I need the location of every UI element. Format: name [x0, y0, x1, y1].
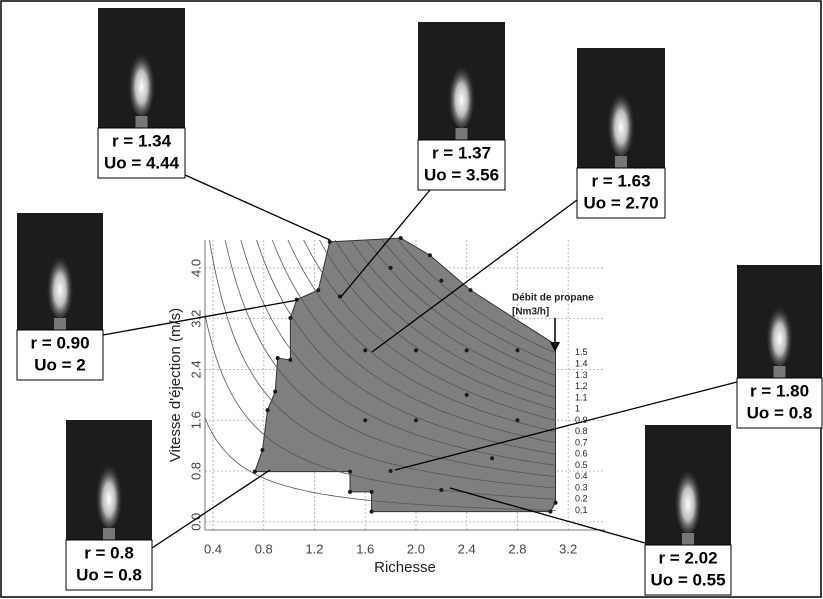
boundary-point	[399, 236, 403, 240]
flame	[448, 57, 476, 128]
boundary-point	[370, 490, 374, 494]
flow-label: 0.4	[575, 471, 588, 481]
measure-point	[515, 348, 519, 352]
measure-point	[389, 469, 393, 473]
measure-point	[490, 456, 494, 460]
measure-point	[389, 266, 393, 270]
measure-point	[363, 418, 367, 422]
y-tick-label: 4.0	[188, 259, 203, 277]
y-tick-label: 2.4	[188, 360, 203, 378]
x-tick-label: 2.8	[508, 541, 526, 556]
x-tick-label: 2.0	[407, 541, 425, 556]
flow-label: 1.2	[575, 381, 588, 391]
figure: 0.40.81.21.62.02.42.83.20.00.81.62.43.24…	[0, 0, 823, 599]
measure-point	[439, 279, 443, 283]
flow-label: 1.3	[575, 370, 588, 380]
callout-uo: Uo = 0.8	[76, 565, 142, 584]
callout-r: r = 1.63	[591, 171, 650, 190]
measure-point	[363, 348, 367, 352]
boundary-point	[348, 470, 352, 474]
flow-label: 0.1	[575, 505, 588, 515]
boundary-point	[554, 343, 558, 347]
measure-point	[414, 418, 418, 422]
callout-r: r = 1.37	[432, 143, 491, 162]
flow-label: 0.5	[575, 460, 588, 470]
flow-label: 0.6	[575, 449, 588, 459]
leader-line	[152, 470, 270, 548]
leader-line	[185, 175, 330, 240]
measure-point	[465, 348, 469, 352]
boundary-point	[266, 408, 270, 412]
callout-uo: Uo = 2.70	[583, 193, 658, 212]
callout-r: r = 2.02	[658, 548, 717, 567]
x-tick-label: 3.2	[559, 541, 577, 556]
boundary-point	[370, 510, 374, 514]
flow-label: 0.2	[575, 494, 588, 504]
callout-uo: Uo = 0.8	[747, 403, 813, 422]
measure-point	[465, 393, 469, 397]
flame	[95, 456, 123, 528]
boundary-point	[253, 470, 257, 474]
boundary-point	[469, 288, 473, 292]
callout-r: r = 0.8	[84, 543, 134, 562]
boundary-point	[288, 358, 292, 362]
flow-label: 1.4	[575, 359, 588, 369]
flow-label: 0.8	[575, 426, 588, 436]
flow-label: 1	[575, 404, 580, 414]
flame	[674, 461, 702, 533]
flow-unit: [Nm3/h]	[512, 307, 549, 318]
callout-uo: Uo = 0.55	[650, 570, 725, 589]
x-tick-label: 1.6	[356, 541, 374, 556]
burner	[54, 318, 66, 330]
x-axis-label: Richesse	[374, 559, 436, 576]
callout-uo: Uo = 3.56	[424, 165, 499, 184]
flow-label: 0.7	[575, 437, 588, 447]
burner	[682, 533, 694, 545]
boundary-point	[428, 253, 432, 257]
x-tick-label: 0.8	[255, 541, 273, 556]
burner	[774, 366, 786, 378]
flow-label: 1.1	[575, 392, 588, 402]
x-tick-label: 2.4	[458, 541, 476, 556]
flame	[128, 44, 156, 116]
boundary-point	[276, 356, 280, 360]
boundary-point	[316, 288, 320, 292]
y-axis-label: Vitesse d'éjection (m/s)	[167, 308, 184, 462]
burner	[103, 528, 115, 540]
flow-label: 1.5	[575, 347, 588, 357]
callout-uo: Uo = 4.44	[104, 153, 180, 172]
burner	[456, 128, 468, 140]
measure-point	[439, 488, 443, 492]
boundary-point	[288, 316, 292, 320]
y-tick-label: 1.6	[188, 411, 203, 429]
flow-label: 0.3	[575, 482, 588, 492]
callout-r: r = 0.90	[30, 333, 89, 352]
burner	[615, 156, 627, 168]
boundary-point	[548, 510, 552, 514]
callout-uo: Uo = 2	[34, 355, 86, 374]
boundary-point	[273, 390, 277, 394]
boundary-point	[260, 448, 264, 452]
y-tick-label: 0.8	[188, 462, 203, 480]
leader-line	[103, 300, 298, 335]
callout-r: r = 1.34	[112, 131, 172, 150]
flame	[46, 248, 74, 318]
boundary-point	[348, 490, 352, 494]
x-tick-label: 0.4	[204, 541, 222, 556]
flame	[766, 298, 793, 366]
callout-r: r = 1.80	[750, 381, 809, 400]
boundary-point	[554, 501, 558, 505]
measure-point	[515, 418, 519, 422]
measure-point	[414, 348, 418, 352]
x-tick-label: 1.2	[305, 541, 323, 556]
flame	[607, 84, 635, 156]
burner	[136, 116, 148, 128]
flow-title: Débit de propane	[512, 293, 594, 304]
